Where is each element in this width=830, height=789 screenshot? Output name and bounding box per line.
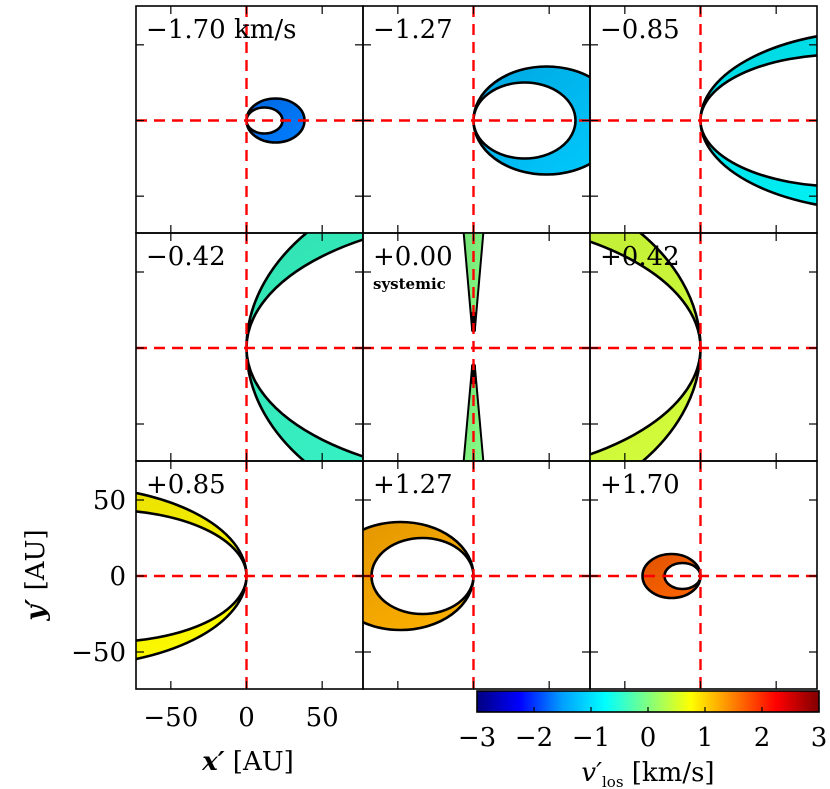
velocity-label: +0.85	[146, 470, 226, 500]
colorbar: −3 −2 −1 0 1 2 3 v′los [km/s]	[458, 690, 828, 789]
y-tick-label: −50	[71, 638, 126, 668]
velocity-label: −1.27	[373, 15, 453, 45]
y-tick-label: 0	[109, 562, 126, 592]
velocity-label: +1.27	[373, 470, 453, 500]
velocity-label: +0.00	[373, 242, 453, 272]
velocity-label: +1.70	[600, 470, 680, 500]
x-axis-title: x′ [AU]	[201, 747, 294, 777]
colorbar-tick-label: −2	[515, 723, 553, 753]
colorbar-tick-label: −3	[458, 723, 496, 753]
y-axis-title: y′ [AU]	[21, 529, 51, 621]
x-tick-label: −50	[143, 703, 198, 733]
colorbar-tick-label: 2	[754, 723, 771, 753]
colorbar-tick-label: 3	[811, 723, 828, 753]
colorbar-tick-label: 1	[697, 723, 714, 753]
emission-crescent	[699, 35, 817, 206]
channel-panel: −1.70 km/s	[135, 5, 364, 234]
velocity-label: −0.42	[146, 242, 226, 272]
channel-panel: −0.85	[589, 5, 818, 234]
channel-panels: −1.70 km/s −1.27 −0.85−0.42 +0.00systemic+0…	[135, 5, 818, 690]
x-tick-label: 0	[238, 703, 255, 733]
emission-crescent	[472, 65, 590, 176]
colorbar-tick-label: 0	[640, 723, 657, 753]
colorbar-tick-label: −1	[572, 723, 610, 753]
panel-frame	[589, 460, 818, 690]
channel-panel: +1.27	[362, 460, 591, 690]
y-tick-label: 50	[93, 486, 126, 516]
systemic-label: systemic	[373, 275, 446, 293]
channel-panel: +0.85	[135, 460, 364, 690]
velocity-label: +0.42	[600, 242, 680, 272]
channel-panel: +1.70	[589, 460, 818, 690]
axes-labels: −50 0 50 −50 0 50 x′ [AU] y′ [AU]	[21, 486, 339, 777]
colorbar-title: v′los [km/s]	[581, 758, 714, 789]
velocity-label: −0.85	[600, 15, 680, 45]
velocity-label: −1.70 km/s	[146, 15, 296, 45]
x-tick-label: 50	[306, 703, 339, 733]
channel-panel: −0.42	[135, 232, 364, 462]
emission-crescent	[136, 491, 248, 661]
channel-panel: +0.00 systemic	[362, 232, 591, 462]
channel-panel: −1.27	[362, 5, 591, 234]
emission-crescent	[245, 97, 306, 144]
